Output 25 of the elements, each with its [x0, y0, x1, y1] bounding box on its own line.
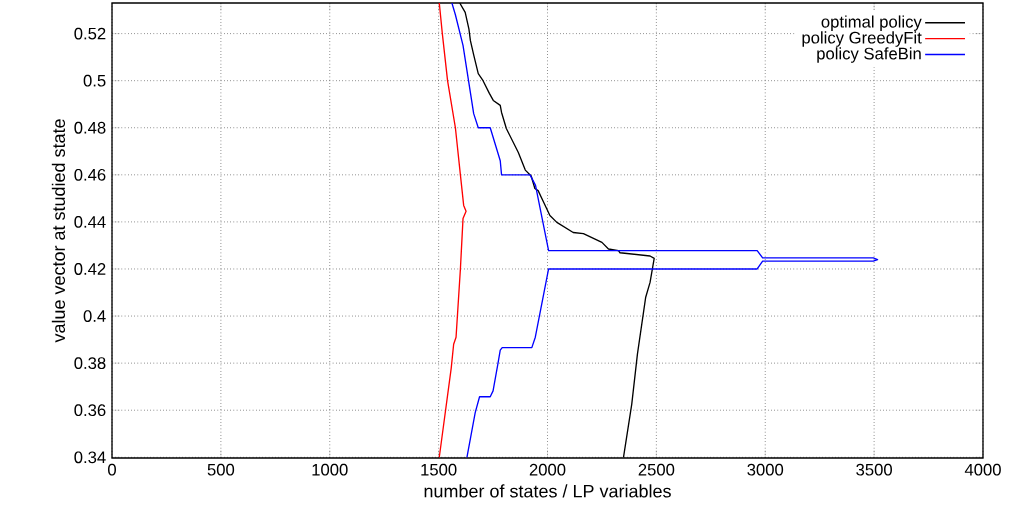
- y-tick-label: 0.48: [74, 121, 106, 134]
- y-tick-label: 0.44: [74, 216, 106, 228]
- x-tick-label: 1500: [421, 463, 457, 476]
- y-tick-label: 0.36: [74, 404, 106, 417]
- x-tick-label: 1000: [312, 463, 348, 476]
- x-axis-title: number of states / LP variables: [424, 484, 671, 498]
- x-tick-label: 500: [207, 463, 235, 476]
- y-tick-label: 0.4: [83, 310, 106, 322]
- legend-label: policy GreedyFit: [802, 31, 922, 47]
- legend-label: policy SafeBin: [817, 47, 921, 63]
- line-series: [438, 3, 467, 458]
- x-tick-label: 2000: [529, 463, 566, 476]
- y-tick-label: 0.42: [74, 263, 106, 275]
- y-tick-label: 0.52: [74, 27, 106, 40]
- x-tick-label: 0: [108, 463, 116, 476]
- y-tick-label: 0.34: [74, 451, 106, 464]
- y-tick-label: 0.5: [83, 74, 106, 87]
- y-axis-title: value vector at studied state: [51, 119, 66, 343]
- x-tick-label: 3000: [747, 463, 784, 476]
- y-tick-label: 0.46: [74, 168, 106, 181]
- x-tick-label: 4000: [964, 463, 1001, 476]
- legend-label: optimal policy: [821, 15, 922, 31]
- x-tick-label: 2500: [638, 463, 675, 476]
- y-tick-label: 0.38: [74, 357, 106, 370]
- x-tick-label: 3500: [856, 463, 892, 476]
